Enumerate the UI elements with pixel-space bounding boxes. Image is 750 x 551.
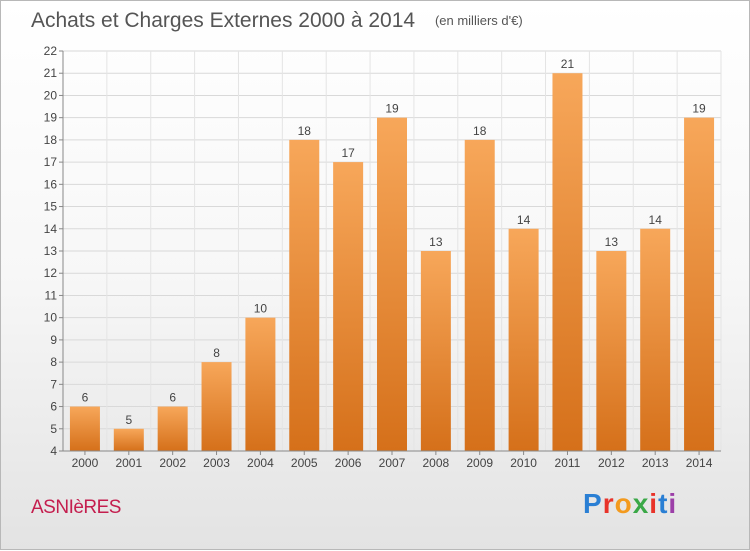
- bar-value-label: 18: [298, 124, 312, 138]
- chart-unit: (en milliers d'€): [434, 13, 523, 28]
- logo-letter: i: [668, 488, 678, 519]
- y-tick-label: 20: [44, 88, 58, 102]
- bar-value-label: 18: [473, 124, 487, 138]
- logo-letter: x: [632, 488, 650, 519]
- bar-value-label: 17: [341, 146, 355, 160]
- y-tick-label: 14: [44, 222, 58, 236]
- x-tick-label: 2007: [379, 456, 406, 470]
- bar-2006: [333, 162, 364, 451]
- x-tick-label: 2001: [115, 456, 142, 470]
- bar-value-label: 6: [169, 391, 176, 405]
- bar-2004: [245, 317, 276, 451]
- bar-2005: [289, 139, 320, 451]
- x-tick-label: 2002: [159, 456, 186, 470]
- bar-2009: [464, 139, 495, 451]
- bar-value-label: 6: [82, 391, 89, 405]
- x-tick-label: 2010: [510, 456, 537, 470]
- axis-layer: 4 5 6 7 8 9 10 11 12 13 14 15 16 17 18 19 20 21 22 2000 2001…: [44, 44, 721, 470]
- x-tick-label: 2011: [555, 456, 581, 470]
- y-tick-label: 17: [44, 155, 58, 169]
- bar-value-label: 13: [605, 235, 619, 249]
- y-tick-label: 4: [50, 444, 57, 458]
- x-tick-label: 2006: [335, 456, 362, 470]
- bar-value-label: 19: [385, 102, 399, 116]
- logo-letter: P: [583, 488, 603, 519]
- chart-title-text: Achats et Charges Externes 2000 à 2014: [31, 9, 416, 32]
- bar-value-label: 21: [561, 57, 575, 71]
- bar-2001: [113, 428, 144, 451]
- y-tick-label: 15: [44, 200, 58, 214]
- bar-layer: 6 5 6 8 10 18 17 19 13 18 14 21 13 14 19: [69, 57, 715, 452]
- bar-2011: [552, 73, 583, 451]
- bar-value-label: 14: [517, 213, 531, 227]
- bar-2000: [69, 406, 100, 451]
- bar-2013: [640, 228, 671, 451]
- x-tick-label: 2013: [642, 456, 669, 470]
- logo-letter: i: [649, 488, 659, 519]
- bar-2010: [508, 228, 539, 451]
- logo-letter: r: [602, 488, 615, 519]
- y-tick-label: 7: [50, 377, 57, 391]
- bar-value-label: 5: [125, 413, 132, 427]
- x-tick-label: 2004: [247, 456, 274, 470]
- bar-value-label: 19: [692, 102, 706, 116]
- x-tick-label: 2012: [598, 456, 625, 470]
- y-tick-label: 5: [50, 422, 57, 436]
- y-tick-label: 21: [44, 66, 58, 80]
- bar-value-label: 14: [649, 213, 663, 227]
- city-name: ASNIèRES: [31, 497, 121, 518]
- bar-2002: [157, 406, 188, 451]
- bar-2008: [420, 251, 451, 451]
- logo-letter: t: [658, 488, 669, 519]
- bar-value-label: 10: [254, 302, 268, 316]
- y-tick-label: 19: [44, 111, 58, 125]
- x-tick-label: 2009: [466, 456, 493, 470]
- y-tick-label: 6: [50, 400, 57, 414]
- y-tick-label: 11: [45, 288, 58, 302]
- bar-value-label: 13: [429, 235, 443, 249]
- bar-2007: [377, 117, 407, 452]
- y-tick-label: 8: [50, 355, 57, 369]
- y-tick-label: 13: [44, 244, 58, 258]
- bar-2014: [684, 117, 715, 452]
- chart-title: Achats et Charges Externes 2000 à 2014 (…: [31, 9, 523, 33]
- x-tick-label: 2000: [72, 456, 99, 470]
- y-tick-label: 10: [44, 311, 58, 325]
- x-tick-label: 2014: [686, 456, 713, 470]
- y-tick-label: 9: [50, 333, 57, 347]
- x-tick-label: 2005: [291, 456, 318, 470]
- y-tick-label: 18: [44, 133, 58, 147]
- proxiti-logo[interactable]: Proxiti: [583, 488, 677, 520]
- x-tick-label: 2003: [203, 456, 230, 470]
- y-tick-label: 22: [44, 44, 58, 58]
- y-tick-label: 16: [44, 177, 58, 191]
- bar-2012: [596, 251, 627, 451]
- logo-letter: o: [614, 488, 633, 519]
- bar-2003: [201, 362, 232, 451]
- x-tick-label: 2008: [423, 456, 450, 470]
- y-tick-label: 12: [44, 266, 58, 280]
- bar-value-label: 8: [213, 346, 220, 360]
